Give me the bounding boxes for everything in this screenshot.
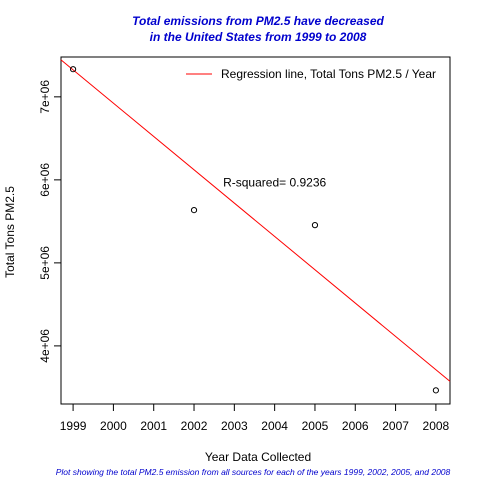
x-tick-label-1999: 1999 — [60, 419, 87, 433]
legend-label: Regression line, Total Tons PM2.5 / Year — [221, 67, 436, 81]
x-tick-label-2006: 2006 — [342, 419, 369, 433]
x-axis-label: Year Data Collected — [205, 450, 311, 464]
y-tick-label-0: 4e+06 — [38, 329, 52, 363]
y-tick-label-1: 5e+06 — [38, 246, 52, 280]
y-axis-label: Total Tons PM2.5 — [3, 186, 17, 278]
data-point-2008 — [432, 387, 439, 394]
chart-title-line2: in the United States from 1999 to 2008 — [150, 30, 367, 44]
x-tick-label-2005: 2005 — [302, 419, 329, 433]
regression-line — [60, 59, 451, 382]
data-point-1999 — [69, 66, 77, 73]
x-tick-label-2000: 2000 — [100, 419, 127, 433]
x-tick-label-2002: 2002 — [181, 419, 208, 433]
x-tick-label-2007: 2007 — [382, 419, 409, 433]
data-point-2005 — [311, 222, 319, 229]
x-tick-label-2008: 2008 — [423, 419, 450, 433]
y-tick-label-3: 7e+06 — [38, 80, 52, 114]
plot-border — [60, 56, 451, 405]
chart-title-line1: Total emissions from PM2.5 have decrease… — [132, 14, 384, 28]
y-tick-label-2: 6e+06 — [38, 163, 52, 197]
plot-area: 1999 2000 2001 2002 2003 2004 2005 2006 2007 2008… — [38, 56, 451, 433]
legend: Regression line, Total Tons PM2.5 / Year — [186, 67, 436, 81]
r-squared-annotation: R-squared= 0.9236 — [223, 175, 326, 189]
x-tick-label-2003: 2003 — [221, 419, 248, 433]
x-tick-label-2004: 2004 — [261, 419, 288, 433]
chart-caption: Plot showing the total PM2.5 emission fr… — [56, 467, 451, 477]
data-point-2002 — [190, 206, 198, 214]
x-tick-label-2001: 2001 — [140, 419, 167, 433]
